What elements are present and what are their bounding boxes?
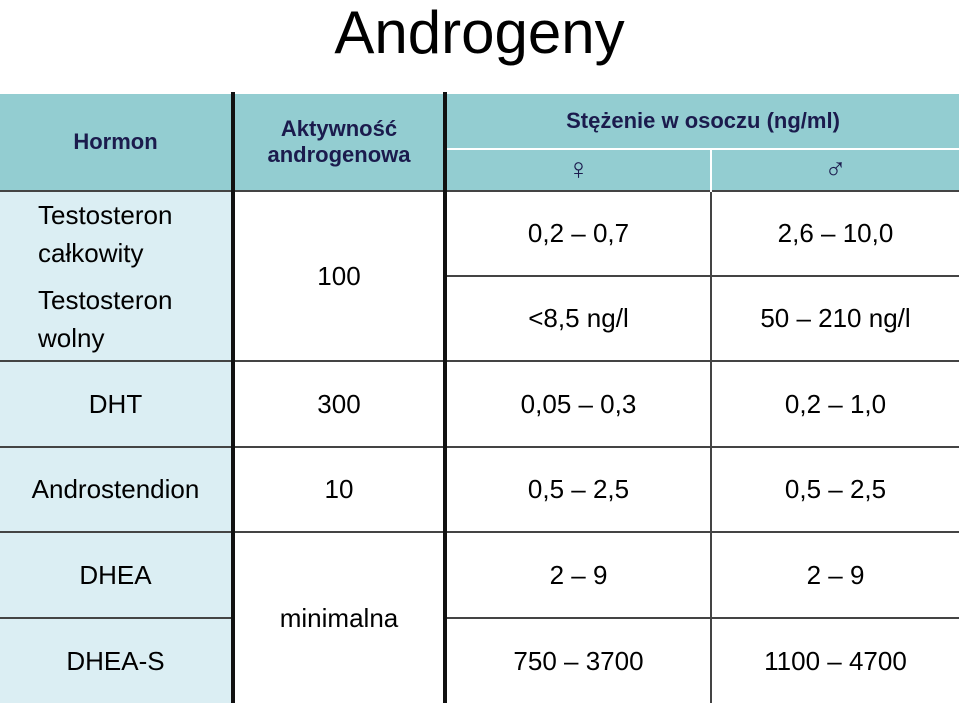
cell: DHEA-S (0, 617, 233, 703)
cell: 300 (231, 360, 445, 447)
cell: DHT (0, 360, 233, 447)
header-cell: Hormon (0, 92, 233, 191)
cell: DHEA (0, 531, 233, 618)
cell: 2,6 – 10,0 (710, 190, 959, 276)
cell: 0,5 – 2,5 (710, 446, 959, 532)
header-cell: ♂ (710, 148, 959, 191)
cell: 0,5 – 2,5 (443, 446, 711, 532)
header-cell: Aktywność androgenowa (231, 92, 445, 191)
cell: Testosteron wolny (0, 275, 233, 361)
cell: 2 – 9 (443, 531, 711, 618)
title: Androgeny (334, 0, 625, 66)
cell: 1100 – 4700 (710, 617, 959, 703)
cell: 750 – 3700 (443, 617, 711, 703)
cell: 2 – 9 (710, 531, 959, 618)
table: Hormon Aktywność androgenowa Stężenie w … (0, 92, 959, 703)
cell: 0,2 – 1,0 (710, 360, 959, 447)
cell: 0,05 – 0,3 (443, 360, 711, 447)
cell: minimalna (231, 531, 445, 703)
cell: <8,5 ng/l (443, 275, 711, 361)
cell: Testosteron całkowity (0, 190, 233, 276)
cell: 50 – 210 ng/l (710, 275, 959, 361)
cell: Androstendion (0, 446, 233, 532)
cell: 100 (231, 190, 445, 361)
header-cell: Stężenie w osoczu (ng/ml) (443, 92, 959, 149)
header-cell: ♀ (443, 148, 711, 191)
cell: 10 (231, 446, 445, 532)
cell: 0,2 – 0,7 (443, 190, 711, 276)
